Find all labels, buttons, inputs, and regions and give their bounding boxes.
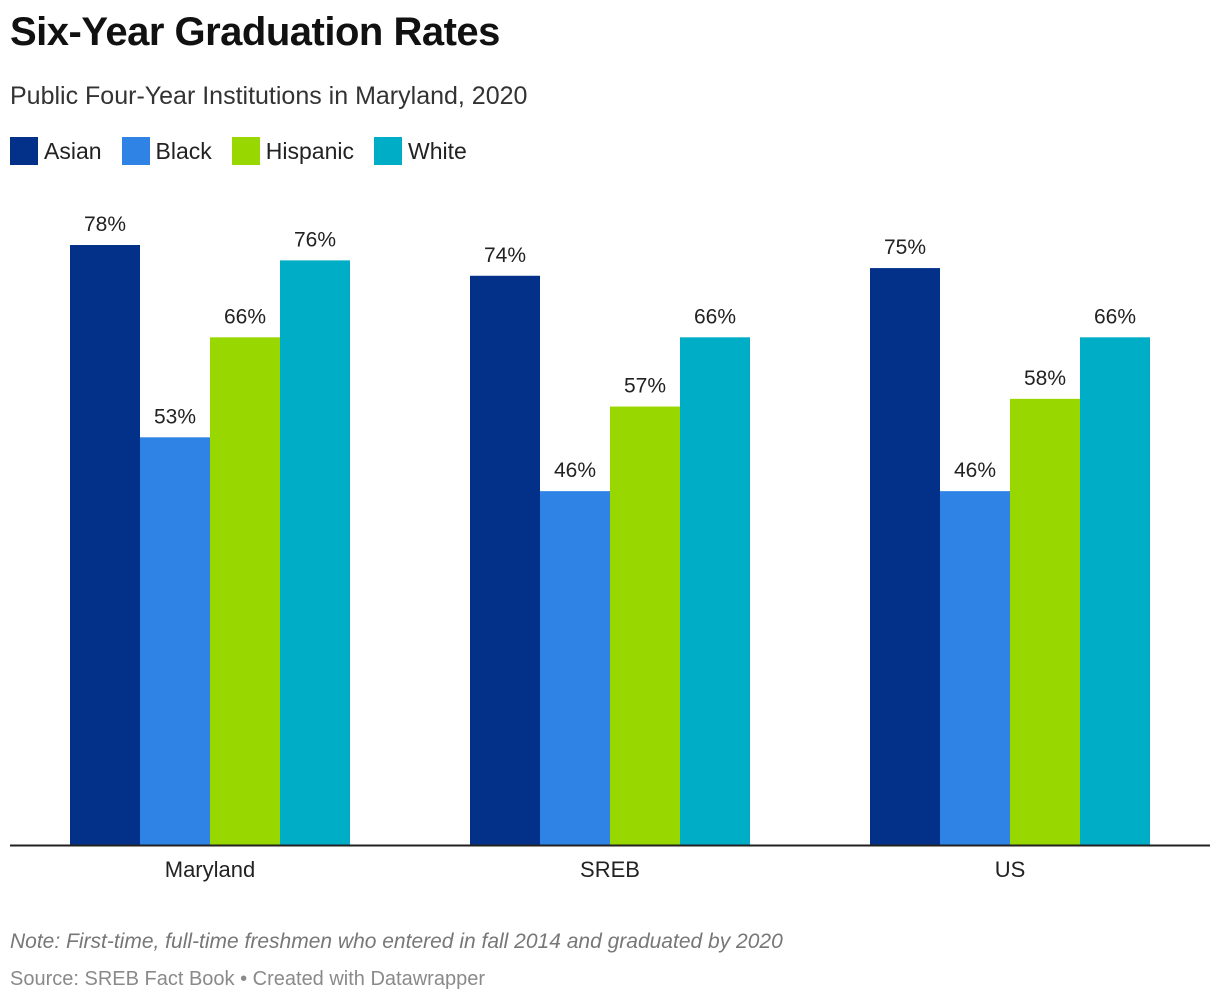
legend-swatch-black [121,137,150,165]
data-label-us-hispanic: 58% [1024,367,1066,390]
legend-label-black: Black [155,137,212,164]
bar-maryland-asian [70,245,140,845]
legend: Asian Black Hispanic White [10,134,487,168]
x-tick-label-sreb: SREB [580,857,640,882]
legend-label-asian: Asian [44,137,102,164]
bar-maryland-white [280,260,350,845]
legend-item-asian: Asian [10,137,102,165]
chart-note: Note: First-time, full-time freshmen who… [10,930,783,953]
data-label-us-black: 46% [954,459,996,482]
chart-title: Six-Year Graduation Rates [10,10,500,54]
bar-maryland-black [140,437,210,845]
bar-us-black [940,491,1010,845]
x-tick-label-maryland: Maryland [165,857,255,882]
data-label-sreb-hispanic: 57% [624,375,666,398]
bar-us-white [1080,337,1150,845]
legend-item-black: Black [121,137,212,165]
data-label-sreb-white: 66% [694,305,736,328]
chart-source: Source: SREB Fact Book • Created with Da… [10,968,485,990]
data-label-maryland-black: 53% [154,405,196,428]
bar-sreb-white [680,337,750,845]
data-label-maryland-asian: 78% [84,213,126,236]
legend-label-hispanic: Hispanic [265,137,355,164]
legend-item-hispanic: Hispanic [231,137,355,165]
data-label-maryland-hispanic: 66% [224,305,266,328]
bar-sreb-asian [470,275,540,845]
data-label-maryland-white: 76% [294,228,336,251]
data-label-us-asian: 75% [884,236,926,259]
bar-us-asian [870,268,940,845]
legend-swatch-hispanic [231,137,260,165]
legend-item-white: White [374,137,467,165]
data-label-sreb-asian: 74% [484,244,526,267]
bar-sreb-hispanic [610,406,680,845]
bar-us-hispanic [1010,398,1080,845]
legend-label-white: White [408,137,467,164]
data-label-us-white: 66% [1094,305,1136,328]
legend-swatch-asian [10,137,38,165]
bar-chart: 78% 53% 66% 76% Maryland 74% 46% 57% 66% SREB 75% 4… [10,213,1210,882]
bar-maryland-hispanic [210,337,280,845]
data-label-sreb-black: 46% [554,459,596,482]
legend-swatch-white [374,137,403,165]
x-tick-label-us: US [995,857,1026,882]
chart-subtitle: Public Four-Year Institutions in Marylan… [10,82,528,110]
bar-sreb-black [540,491,610,845]
